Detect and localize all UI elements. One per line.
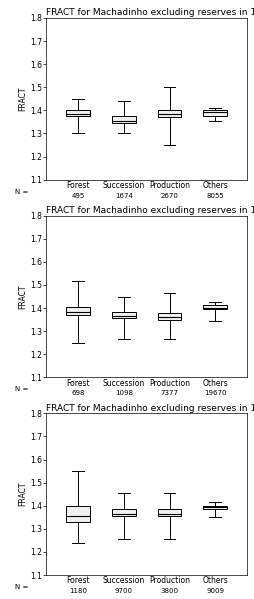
Text: 9700: 9700 [114, 588, 132, 594]
PathPatch shape [66, 506, 89, 522]
PathPatch shape [112, 509, 135, 516]
PathPatch shape [203, 506, 226, 509]
Text: 8055: 8055 [206, 193, 223, 199]
PathPatch shape [203, 110, 226, 116]
Text: 698: 698 [71, 391, 84, 397]
PathPatch shape [157, 110, 181, 117]
PathPatch shape [66, 307, 89, 315]
Y-axis label: FRACT: FRACT [18, 285, 27, 308]
PathPatch shape [112, 311, 135, 319]
Text: 3800: 3800 [160, 588, 178, 594]
Text: 1674: 1674 [114, 193, 132, 199]
PathPatch shape [203, 305, 226, 309]
Text: N =: N = [15, 189, 28, 195]
Text: 2670: 2670 [160, 193, 178, 199]
Text: N =: N = [15, 386, 28, 392]
Text: 9009: 9009 [205, 588, 224, 594]
Text: FRACT for Machadinho excluding reserves in 1994: FRACT for Machadinho excluding reserves … [46, 206, 254, 215]
PathPatch shape [157, 509, 181, 516]
PathPatch shape [112, 116, 135, 123]
Text: 19670: 19670 [203, 391, 226, 397]
Text: 1098: 1098 [114, 391, 132, 397]
Text: 1180: 1180 [69, 588, 87, 594]
Y-axis label: FRACT: FRACT [18, 482, 27, 506]
Text: FRACT for Machadinho excluding reserves in 1988: FRACT for Machadinho excluding reserves … [46, 8, 254, 17]
Text: N =: N = [15, 584, 28, 590]
Text: FRACT for Machadinho excluding reserves in 1998: FRACT for Machadinho excluding reserves … [46, 404, 254, 413]
Y-axis label: FRACT: FRACT [18, 87, 27, 111]
Text: 7377: 7377 [160, 391, 178, 397]
PathPatch shape [157, 313, 181, 320]
Text: 495: 495 [71, 193, 84, 199]
PathPatch shape [66, 110, 89, 116]
